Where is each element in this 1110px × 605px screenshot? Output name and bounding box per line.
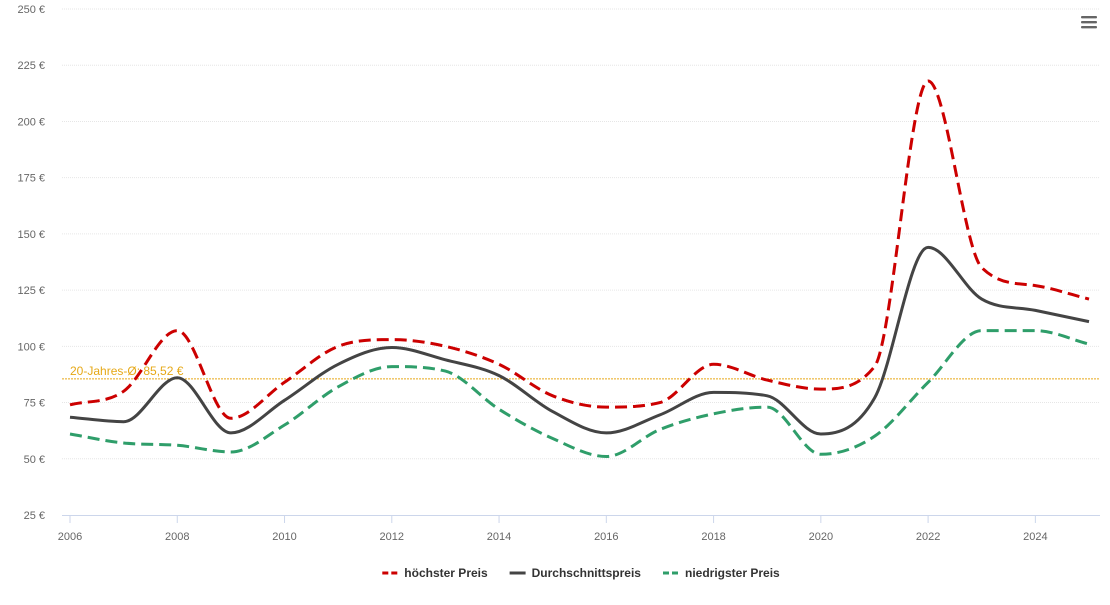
data-point[interactable]	[922, 75, 934, 87]
data-point[interactable]	[225, 427, 237, 439]
data-point[interactable]	[815, 428, 827, 440]
data-point[interactable]	[922, 376, 934, 388]
y-tick-label: 125 €	[17, 285, 45, 297]
data-point[interactable]	[225, 446, 237, 458]
grid-layer	[62, 8, 1100, 460]
reference-line-label: 20-Jahres-Ø: 85,52 €	[70, 364, 184, 378]
data-point[interactable]	[439, 354, 451, 366]
data-point[interactable]	[225, 412, 237, 424]
y-axis-ticks: 25 € 50 € 75 € 100 € 125 € 150 € 175 € 200 € 225…	[17, 4, 45, 522]
data-point[interactable]	[600, 401, 612, 413]
x-tick-label: 2012	[380, 531, 404, 543]
data-point[interactable]	[64, 411, 76, 423]
data-point[interactable]	[332, 340, 344, 352]
data-point[interactable]	[1083, 338, 1095, 350]
x-tick-label: 2018	[701, 531, 725, 543]
y-tick-label: 200 €	[17, 116, 45, 128]
data-point[interactable]	[386, 361, 398, 373]
series-line-niedrigster-preis[interactable]	[69, 329, 1090, 458]
series-line-durchschnittspreis[interactable]	[69, 245, 1090, 436]
data-point[interactable]	[600, 427, 612, 439]
x-tick-label: 2022	[916, 531, 940, 543]
y-tick-label: 175 €	[17, 173, 45, 185]
data-point[interactable]	[547, 433, 559, 445]
series-line-hoechster-preis[interactable]	[69, 79, 1090, 420]
data-point[interactable]	[279, 394, 291, 406]
data-point[interactable]	[171, 439, 183, 451]
y-tick-label: 250 €	[17, 4, 45, 16]
x-tick-label: 2008	[165, 531, 189, 543]
data-point[interactable]	[279, 419, 291, 431]
data-point[interactable]	[64, 428, 76, 440]
data-point[interactable]	[171, 372, 183, 384]
data-point[interactable]	[654, 424, 666, 436]
y-tick-label: 100 €	[17, 341, 45, 353]
data-point[interactable]	[815, 448, 827, 460]
data-point[interactable]	[761, 401, 773, 413]
data-point[interactable]	[332, 381, 344, 393]
data-point[interactable]	[976, 293, 988, 305]
data-point[interactable]	[868, 430, 880, 442]
data-point[interactable]	[547, 390, 559, 402]
data-point[interactable]	[922, 241, 934, 253]
y-tick-label: 50 €	[24, 454, 45, 466]
data-point[interactable]	[708, 408, 720, 420]
legend-label: Durchschnittspreis	[532, 566, 642, 580]
data-point[interactable]	[868, 361, 880, 373]
data-point[interactable]	[118, 437, 130, 449]
legend-label: niedrigster Preis	[685, 566, 780, 580]
series-group	[64, 75, 1095, 463]
legend: höchster Preis Durchschnittspreis niedrigs…	[382, 566, 780, 580]
data-point[interactable]	[118, 385, 130, 397]
data-point[interactable]	[761, 374, 773, 386]
reference-line-group: 20-Jahres-Ø: 85,52 €	[62, 364, 1100, 380]
x-tick-label: 2020	[809, 531, 833, 543]
data-point[interactable]	[868, 392, 880, 404]
data-point[interactable]	[279, 376, 291, 388]
y-tick-label: 75 €	[24, 398, 45, 410]
y-tick-label: 225 €	[17, 60, 45, 72]
y-tick-label: 25 €	[24, 510, 45, 522]
data-point[interactable]	[332, 358, 344, 370]
data-point[interactable]	[439, 340, 451, 352]
data-point[interactable]	[439, 365, 451, 377]
hamburger-menu-icon[interactable]	[1080, 14, 1098, 30]
legend-label: höchster Preis	[404, 566, 488, 580]
legend-item[interactable]: niedrigster Preis	[663, 566, 780, 580]
data-point[interactable]	[708, 386, 720, 398]
data-point[interactable]	[600, 451, 612, 463]
data-point[interactable]	[708, 358, 720, 370]
legend-item[interactable]: Durchschnittspreis	[509, 566, 642, 580]
data-point[interactable]	[654, 397, 666, 409]
data-point[interactable]	[976, 325, 988, 337]
data-point[interactable]	[64, 399, 76, 411]
data-point[interactable]	[815, 383, 827, 395]
data-point[interactable]	[976, 262, 988, 274]
data-point[interactable]	[493, 358, 505, 370]
x-tick-label: 2010	[272, 531, 296, 543]
data-point[interactable]	[386, 341, 398, 353]
data-point[interactable]	[1083, 293, 1095, 305]
data-point[interactable]	[761, 390, 773, 402]
x-tick-label: 2024	[1023, 531, 1047, 543]
x-tick-label: 2016	[594, 531, 618, 543]
data-point[interactable]	[1029, 325, 1041, 337]
data-point[interactable]	[1029, 280, 1041, 292]
x-tick-label: 2014	[487, 531, 511, 543]
data-point[interactable]	[493, 370, 505, 382]
x-axis: 2006 2008 2010 2012 2014 2016 2018 2020 2022 2024	[58, 515, 1100, 543]
data-point[interactable]	[493, 403, 505, 415]
data-point[interactable]	[171, 325, 183, 337]
data-point[interactable]	[654, 409, 666, 421]
data-point[interactable]	[1083, 316, 1095, 328]
data-point[interactable]	[118, 416, 130, 428]
legend-item[interactable]: höchster Preis	[382, 566, 488, 580]
data-point[interactable]	[1029, 304, 1041, 316]
y-tick-label: 150 €	[17, 229, 45, 241]
x-tick-label: 2006	[58, 531, 82, 543]
data-point[interactable]	[547, 406, 559, 418]
